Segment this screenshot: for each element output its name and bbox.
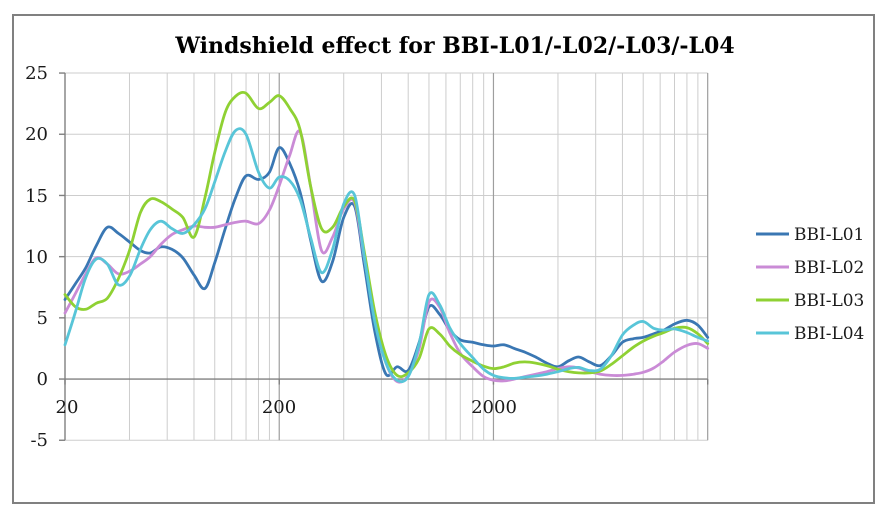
- legend-label-bbi-l04: BBI-L04: [794, 324, 864, 344]
- series-line-bbi-l01: [63, 146, 710, 377]
- series-lines: [63, 90, 710, 384]
- legend: BBI-L01 BBI-L02 BBI-L03 BBI-L04: [756, 225, 864, 344]
- chart-title: Windshield effect for BBI-L01/-L02/-L03/…: [174, 33, 734, 59]
- y-tick-20: 20: [25, 124, 48, 145]
- series-line-bbi-l03: [63, 90, 710, 379]
- legend-label-bbi-l02: BBI-L02: [794, 258, 864, 278]
- y-tick-15: 15: [25, 186, 48, 207]
- legend-label-bbi-l03: BBI-L03: [794, 291, 864, 311]
- legend-item: BBI-L03: [756, 291, 864, 311]
- chart-outer-border: [12, 14, 875, 504]
- y-tick-5: 5: [37, 308, 48, 329]
- gridlines: [59, 72, 709, 441]
- x-tick-200: 200: [262, 397, 296, 418]
- legend-label-bbi-l01: BBI-L01: [794, 225, 864, 245]
- x-tick-20: 20: [56, 397, 79, 418]
- x-tick-2000: 2000: [471, 397, 517, 418]
- y-tick-0: 0: [37, 369, 48, 390]
- legend-item: BBI-L04: [756, 324, 864, 344]
- y-tick-neg5: -5: [30, 430, 48, 451]
- legend-item: BBI-L02: [756, 258, 864, 278]
- series-line-bbi-l04: [63, 127, 710, 384]
- y-tick-10: 10: [25, 247, 48, 268]
- x-axis-labels: 20 200 2000: [56, 397, 517, 418]
- legend-item: BBI-L01: [756, 225, 864, 245]
- y-tick-25: 25: [25, 63, 48, 84]
- y-axis-labels: 25 20 15 10 5 0 -5: [25, 63, 48, 451]
